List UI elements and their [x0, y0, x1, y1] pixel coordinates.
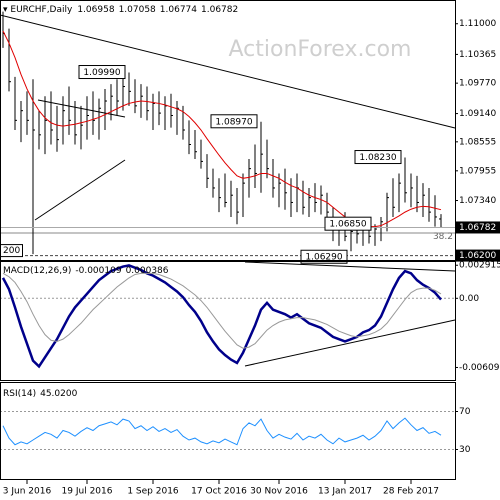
y-tick-label: 1.09770	[459, 79, 496, 89]
macd-title: MACD(12,26,9)	[3, 266, 71, 276]
macd-trendline	[244, 261, 456, 272]
header-open: 1.06958	[77, 5, 114, 15]
price-header: ▾ EURCHF,Daily 1.06958 1.07058 1.06774 1.067…	[3, 5, 238, 15]
x-tick-label: 17 Oct 2016	[191, 487, 247, 497]
note-label: 200	[3, 246, 20, 256]
level-box	[456, 249, 500, 262]
annotation-label: 1.08970	[215, 117, 252, 127]
rsi-title: RSI(14)	[3, 389, 36, 399]
last-price-label: 1.06782	[459, 223, 496, 233]
header-close: 1.06782	[201, 5, 238, 15]
annotation-box	[300, 249, 348, 264]
price-panel	[0, 0, 456, 261]
header-low: 1.06774	[160, 5, 197, 15]
watermark: ActionForex.com	[229, 37, 412, 62]
x-tick-label: 1 Sep 2016	[127, 487, 179, 497]
chart-title: EURCHF,Daily	[10, 5, 73, 15]
annotation-box	[78, 65, 126, 80]
header-high: 1.07058	[119, 5, 156, 15]
annotation-label: 1.09990	[83, 68, 120, 78]
x-tick-label: 28 Feb 2017	[383, 487, 439, 497]
y-tick-label: 0.00	[459, 294, 479, 304]
annotation-box	[210, 114, 258, 129]
x-tick-label: 3 Jun 2016	[3, 487, 52, 497]
y-tick-label: 1.08555	[459, 137, 496, 147]
annotation-label: 1.06850	[329, 220, 366, 230]
x-tick-label: 13 Jan 2017	[318, 487, 372, 497]
note-label: 38.2	[433, 232, 453, 242]
trendline	[34, 159, 126, 221]
x-tick-label: 30 Nov 2016	[250, 487, 308, 497]
series-line	[2, 417, 442, 446]
series-line	[2, 272, 442, 349]
x-tick-label: 19 Jul 2016	[62, 487, 113, 497]
last-price-box	[456, 221, 500, 234]
annotation-box	[324, 216, 372, 231]
signal-value: 0.000386	[126, 266, 169, 276]
annotation-label: 1.08230	[359, 153, 396, 163]
macd-panel	[0, 261, 456, 381]
header-icon: ▾	[3, 5, 10, 15]
macd-header: MACD(12,26,9) -0.000109 0.000386	[3, 266, 169, 276]
rsi-header: RSI(14) 45.0200	[3, 389, 78, 399]
y-tick-label: 1.11000	[459, 19, 496, 29]
y-tick-label: 30	[459, 445, 471, 455]
y-tick-label: 1.10365	[459, 50, 496, 60]
marks: 1.11000 1.10365 1.09770 1.09140 1.08555 1.079…	[0, 11, 500, 497]
macd-value: -0.000109	[75, 266, 121, 276]
rsi-panel	[0, 382, 456, 480]
y-tick-label: 70	[459, 407, 471, 417]
rsi-value: 45.0200	[40, 389, 77, 399]
y-tick-label: -0.006096	[459, 363, 500, 373]
level-label: 1.06200	[459, 251, 496, 261]
y-tick-label: 1.07340	[459, 196, 496, 206]
macd-trendline	[244, 319, 456, 367]
series-line	[1, 264, 442, 369]
annotation-box	[354, 150, 402, 165]
y-tick-label: 1.09140	[459, 109, 496, 119]
y-tick-label: 1.07955	[459, 166, 496, 176]
trendline	[0, 14, 456, 129]
y-tick-label: 0.002915	[459, 261, 500, 271]
annotation-label: 1.06290	[305, 253, 342, 263]
